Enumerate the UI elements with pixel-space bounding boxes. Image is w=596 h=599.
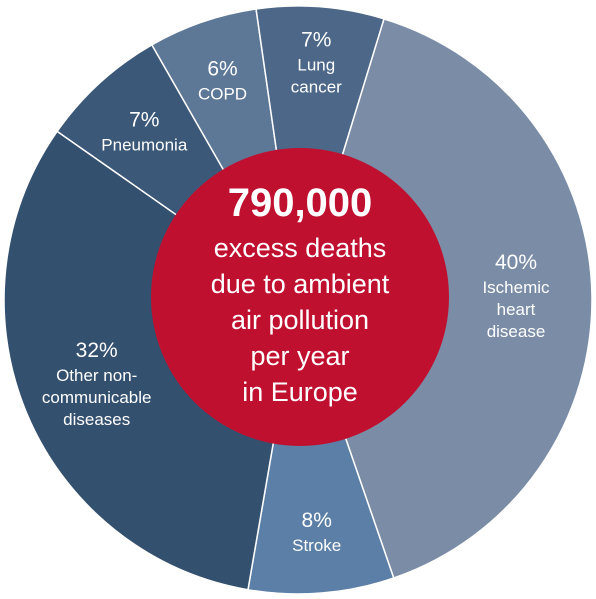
slice-pct-label: 32% [76,339,118,362]
slice-name-label: communicable [42,388,152,407]
slice-name-label: cancer [291,78,342,97]
center-circle [151,148,449,446]
slice-name-label: COPD [198,85,247,104]
slice-labels-group: 40% Ischemic heart disease 8% Stroke 32% Other … [42,29,550,556]
slice-pct-label: 7% [129,109,159,132]
slice-name-label: Other non- [56,366,137,385]
slice-name-label: diseases [63,410,130,429]
center-line-1: excess deaths [214,233,387,263]
slice-name-label: disease [487,322,546,341]
center-text-group: 790,000 excess deaths due to ambient air… [211,181,390,407]
slice-pct-label: 8% [302,509,332,532]
center-headline: 790,000 [228,181,373,225]
slice-name-label: Stroke [292,536,341,555]
slice-name-label: Lung [297,56,335,75]
slice-pct-label: 40% [495,251,537,274]
center-line-2: due to ambient [211,269,390,299]
center-line-3: air pollution [231,305,369,335]
slice-name-label: Ischemic [482,278,550,297]
slice-name-label: Pneumonia [101,136,188,155]
slice-name-label: heart [497,300,536,319]
slice-stroke [247,299,395,595]
center-line-4: per year [250,341,349,371]
slice-pct-label: 7% [301,29,331,52]
center-line-5: in Europe [242,377,358,407]
slice-pct-label: 6% [207,58,237,81]
slice-other-non-communicable-diseases [3,130,299,591]
